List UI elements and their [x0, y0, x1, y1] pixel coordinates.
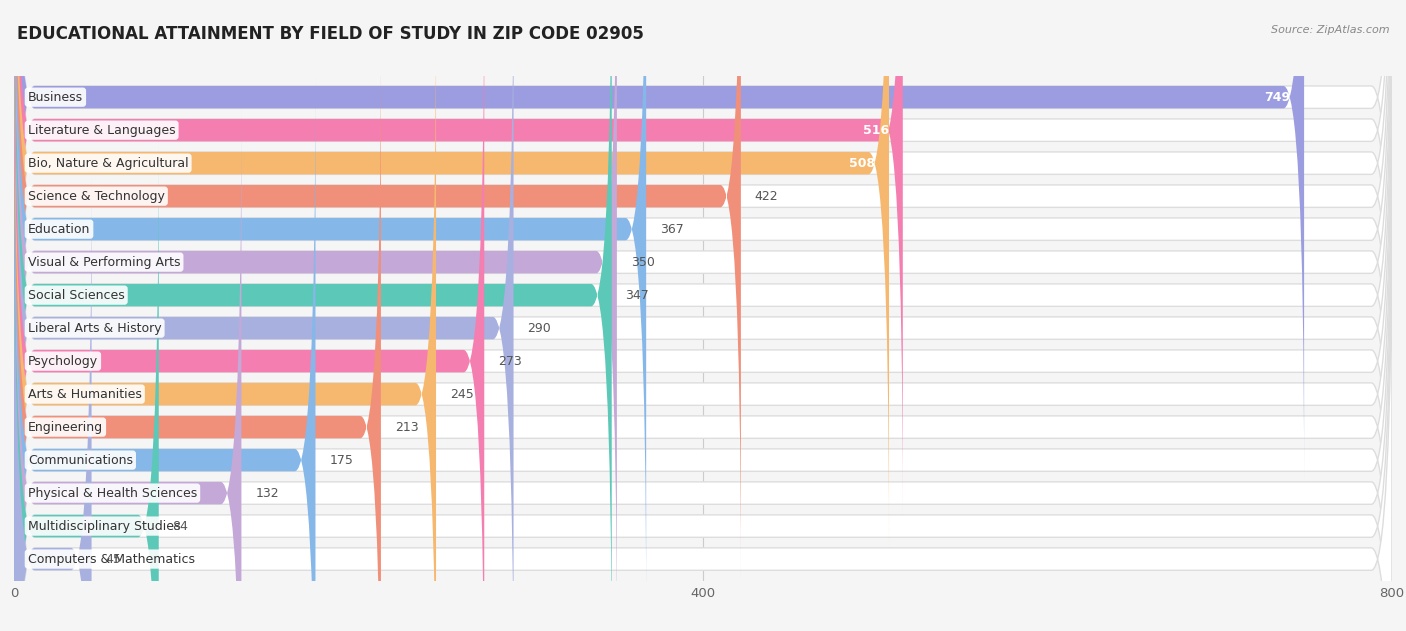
FancyBboxPatch shape: [14, 42, 1392, 631]
Text: Physical & Health Sciences: Physical & Health Sciences: [28, 487, 197, 500]
FancyBboxPatch shape: [14, 0, 1392, 548]
Text: 422: 422: [755, 190, 779, 203]
Text: Business: Business: [28, 91, 83, 103]
Text: 749: 749: [1264, 91, 1291, 103]
FancyBboxPatch shape: [14, 42, 381, 631]
Text: Psychology: Psychology: [28, 355, 98, 368]
Text: Visual & Performing Arts: Visual & Performing Arts: [28, 256, 180, 269]
FancyBboxPatch shape: [14, 9, 1392, 631]
FancyBboxPatch shape: [14, 0, 513, 631]
Text: Education: Education: [28, 223, 90, 235]
Text: 84: 84: [173, 519, 188, 533]
FancyBboxPatch shape: [14, 0, 1392, 631]
Text: EDUCATIONAL ATTAINMENT BY FIELD OF STUDY IN ZIP CODE 02905: EDUCATIONAL ATTAINMENT BY FIELD OF STUDY…: [17, 25, 644, 44]
Text: Liberal Arts & History: Liberal Arts & History: [28, 322, 162, 334]
Text: 245: 245: [450, 387, 474, 401]
Text: 508: 508: [849, 156, 876, 170]
Text: 347: 347: [626, 288, 650, 302]
Text: 132: 132: [256, 487, 278, 500]
FancyBboxPatch shape: [14, 9, 436, 631]
Text: Science & Technology: Science & Technology: [28, 190, 165, 203]
FancyBboxPatch shape: [14, 75, 315, 631]
FancyBboxPatch shape: [14, 174, 91, 631]
Text: 273: 273: [498, 355, 522, 368]
Text: Multidisciplinary Studies: Multidisciplinary Studies: [28, 519, 180, 533]
FancyBboxPatch shape: [14, 109, 1392, 631]
FancyBboxPatch shape: [14, 0, 1392, 631]
Text: Literature & Languages: Literature & Languages: [28, 124, 176, 137]
FancyBboxPatch shape: [14, 0, 1392, 482]
FancyBboxPatch shape: [14, 174, 1392, 631]
FancyBboxPatch shape: [14, 0, 1305, 482]
FancyBboxPatch shape: [14, 0, 617, 631]
FancyBboxPatch shape: [14, 141, 1392, 631]
FancyBboxPatch shape: [14, 75, 1392, 631]
Text: 516: 516: [863, 124, 889, 137]
FancyBboxPatch shape: [14, 0, 484, 631]
FancyBboxPatch shape: [14, 0, 889, 548]
FancyBboxPatch shape: [14, 0, 1392, 581]
Text: Computers & Mathematics: Computers & Mathematics: [28, 553, 195, 565]
Text: 290: 290: [527, 322, 551, 334]
Text: Source: ZipAtlas.com: Source: ZipAtlas.com: [1271, 25, 1389, 35]
Text: 367: 367: [659, 223, 683, 235]
Text: Engineering: Engineering: [28, 421, 103, 433]
FancyBboxPatch shape: [14, 0, 1392, 515]
FancyBboxPatch shape: [14, 0, 1392, 631]
Text: 350: 350: [631, 256, 655, 269]
FancyBboxPatch shape: [14, 109, 242, 631]
Text: Communications: Communications: [28, 454, 132, 466]
FancyBboxPatch shape: [14, 0, 1392, 614]
Text: Arts & Humanities: Arts & Humanities: [28, 387, 142, 401]
FancyBboxPatch shape: [14, 0, 1392, 631]
Text: 213: 213: [395, 421, 419, 433]
Text: 175: 175: [329, 454, 353, 466]
FancyBboxPatch shape: [14, 0, 741, 581]
Text: Bio, Nature & Agricultural: Bio, Nature & Agricultural: [28, 156, 188, 170]
FancyBboxPatch shape: [14, 0, 647, 614]
FancyBboxPatch shape: [14, 0, 903, 515]
FancyBboxPatch shape: [14, 141, 159, 631]
FancyBboxPatch shape: [14, 0, 612, 631]
Text: Social Sciences: Social Sciences: [28, 288, 125, 302]
Text: 45: 45: [105, 553, 121, 565]
